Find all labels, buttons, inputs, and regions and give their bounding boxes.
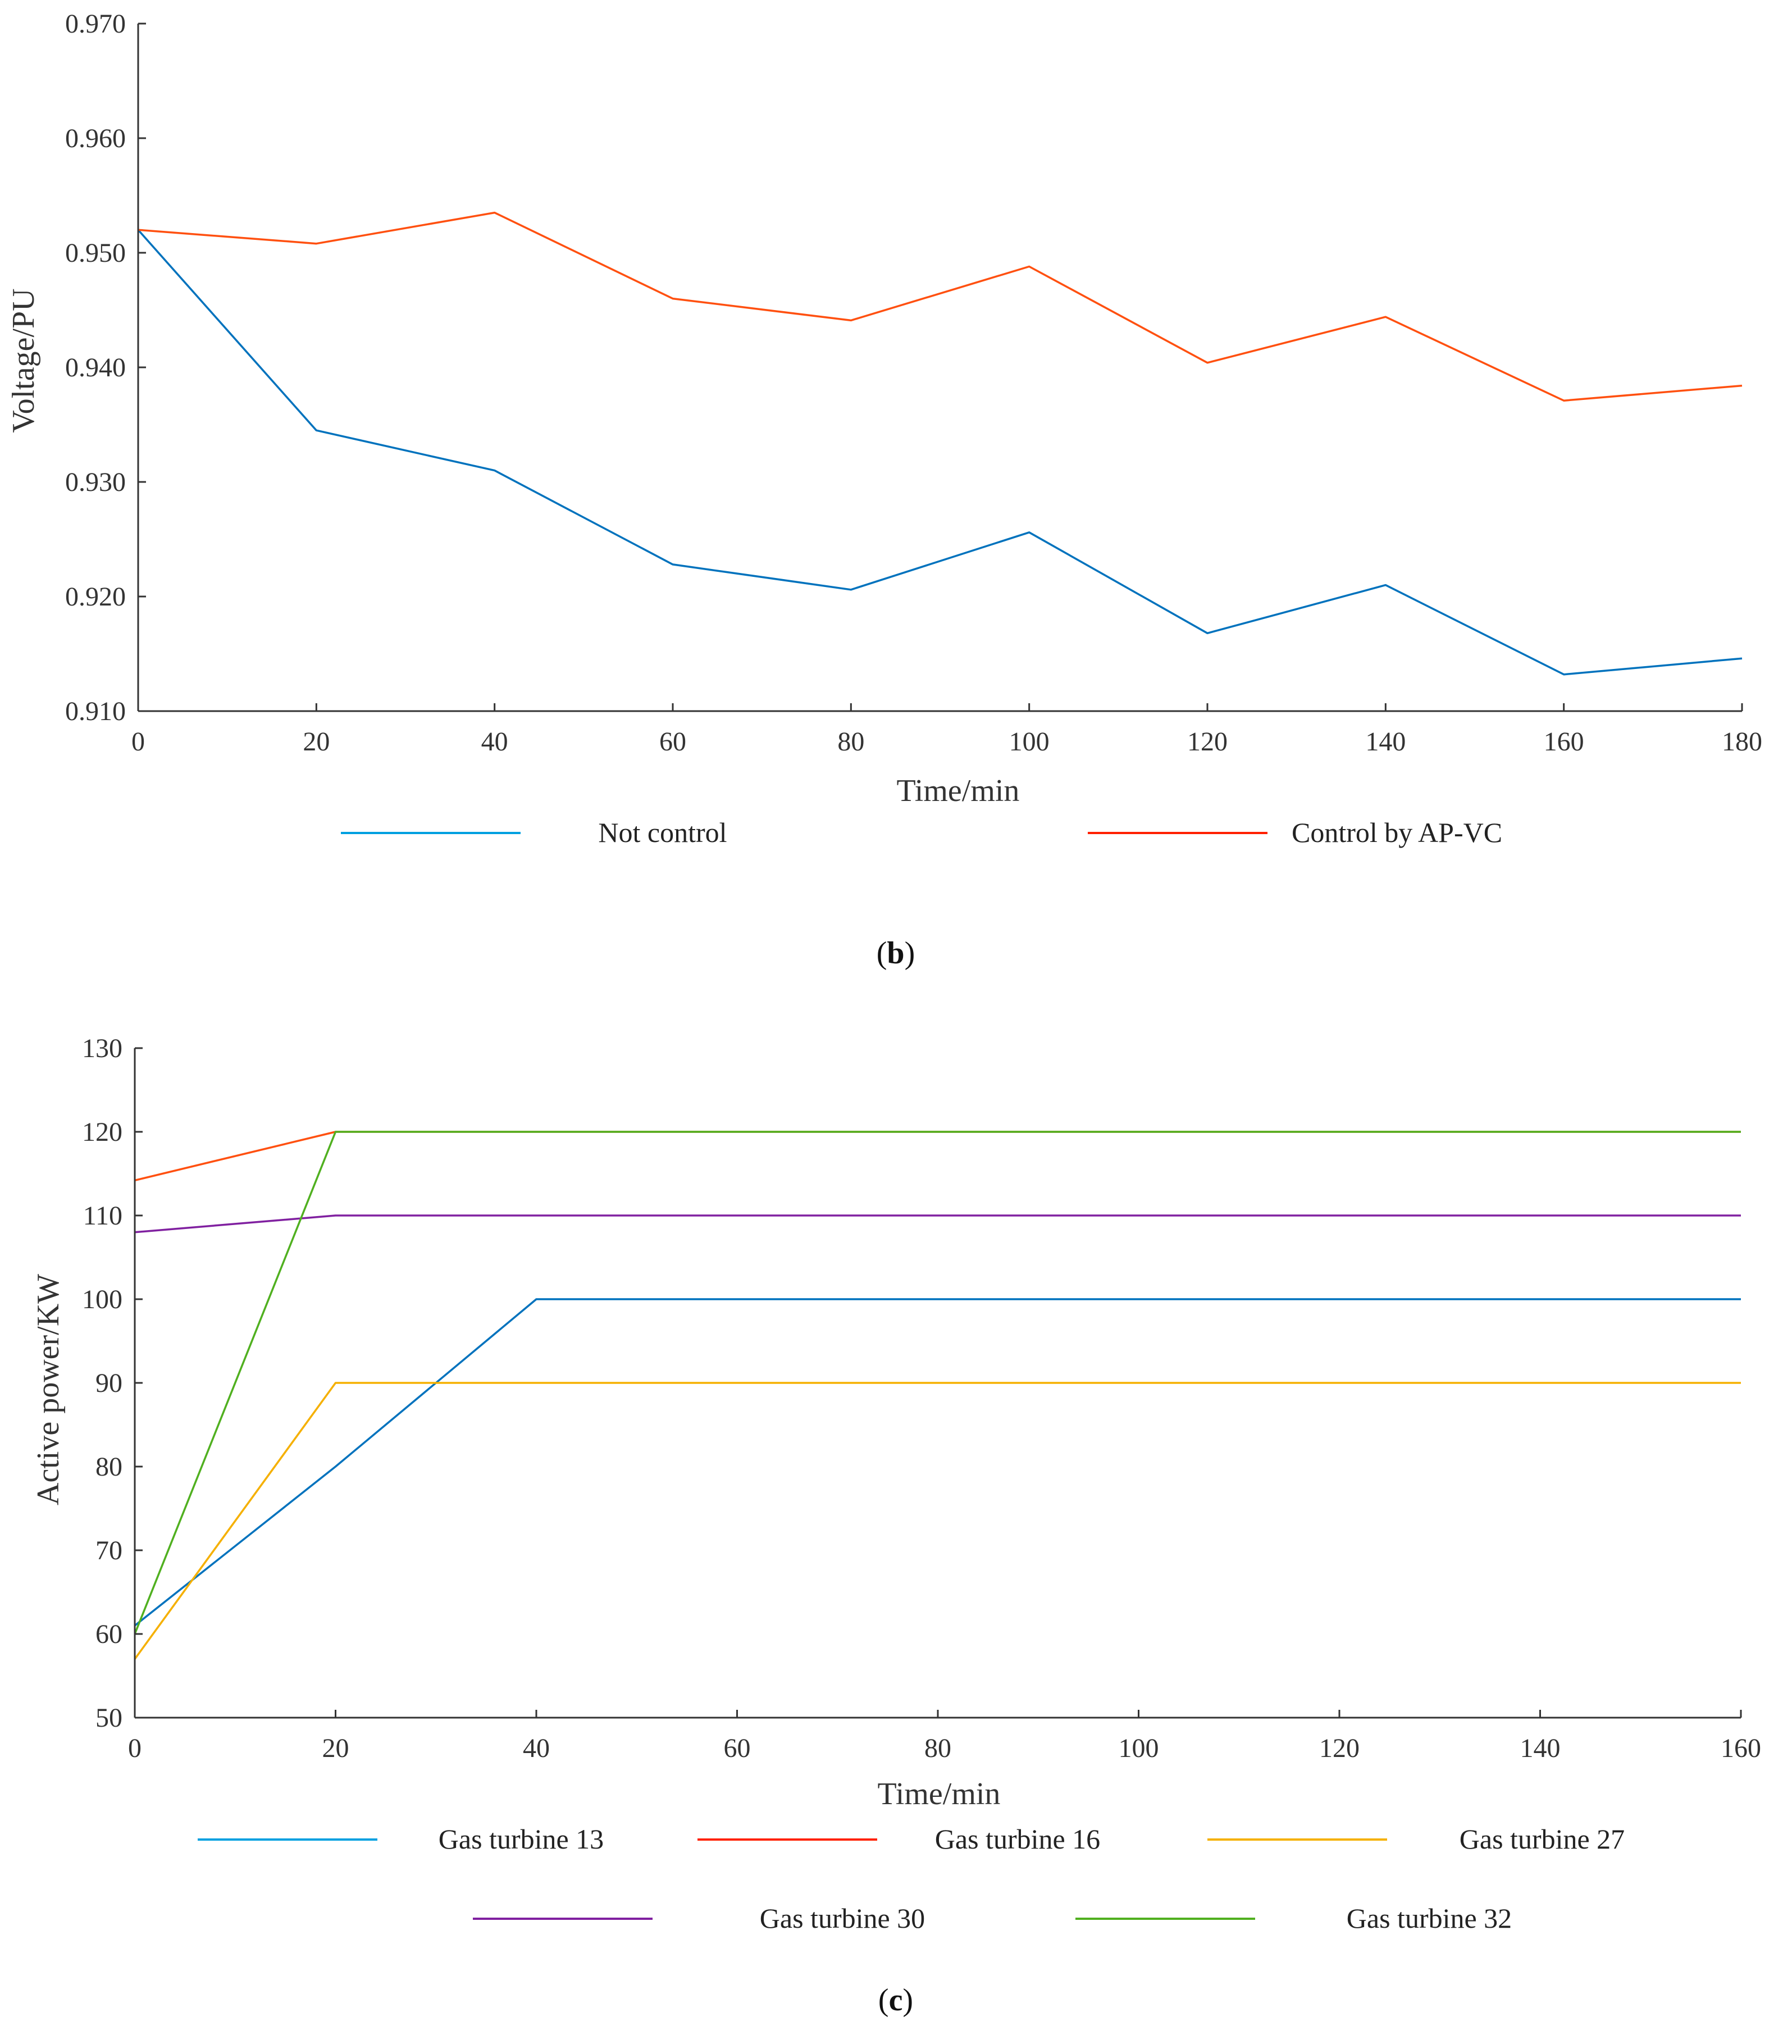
legend-label-gas-turbine-30: Gas turbine 30 [760,1902,925,1934]
power-y-tick-label: 110 [83,1201,122,1231]
series-line-gas-turbine-13 [134,1298,1741,1627]
voltage-x-tick-label: 120 [1187,727,1228,757]
power-x-tick-label: 140 [1520,1733,1561,1763]
power-y-tick-label: 50 [95,1703,122,1733]
voltage-y-tick-label: 0.960 [65,124,126,153]
power-x-tick-label: 120 [1319,1733,1360,1763]
voltage-x-tick-label: 180 [1722,727,1762,757]
power-x-tick-label: 0 [128,1733,142,1763]
legend-label-gas-turbine-27: Gas turbine 27 [1460,1823,1625,1855]
voltage-y-tick-label: 0.910 [65,696,126,726]
voltage-y-tick-label: 0.930 [65,467,126,497]
voltage-x-tick-label: 20 [303,727,330,757]
voltage-x-tick-label: 0 [131,727,145,757]
voltage-x-tick-label: 40 [481,727,508,757]
panel-label-b: (b) [877,936,915,971]
voltage-y-tick-label: 0.970 [65,9,126,39]
chart-voltage: 0.910 0.920 0.930 0.940 0.950 0.960 0.970 0 20 40… [6,9,1762,971]
panel-label-c: (c) [878,1983,913,2018]
power-x-tick-label: 80 [924,1733,951,1763]
power-y-tick-label: 120 [82,1117,122,1147]
power-y-tick-label: 130 [82,1034,122,1063]
voltage-y-tick-label: 0.920 [65,582,126,612]
legend-label-not-control: Not control [598,817,727,848]
voltage-y-tick-label: 0.950 [65,238,126,268]
voltage-x-tick-label: 140 [1365,727,1406,757]
power-series-layer [134,1131,1741,1660]
series-line-gas-turbine-30 [134,1214,1741,1233]
voltage-y-tick-label: 0.940 [65,353,126,383]
voltage-y-axis-title: Voltage/PU [6,288,41,433]
voltage-x-tick-label: 60 [659,727,686,757]
voltage-x-tick-label: 100 [1009,727,1050,757]
power-y-tick-label: 60 [95,1619,122,1649]
power-y-tick-label: 90 [95,1368,122,1398]
series-line-control-by-ap-vc [138,211,1743,402]
series-line-gas-turbine-27 [134,1382,1741,1660]
power-tick-labels: 50 60 70 80 90 100 110 120 130 0 20 40 60 80 100 120 140… [82,1034,1761,1763]
power-y-tick-label: 80 [95,1452,122,1482]
power-x-tick-label: 160 [1721,1733,1761,1763]
legend-label-gas-turbine-13: Gas turbine 13 [439,1823,604,1855]
voltage-series-layer [137,211,1743,676]
voltage-x-axis-title: Time/min [897,773,1020,808]
power-x-tick-label: 60 [724,1733,751,1763]
series-line-gas-turbine-16 [134,1131,1741,1182]
power-x-tick-label: 40 [523,1733,550,1763]
voltage-axes [137,22,1743,712]
power-x-axis-title: Time/min [878,1777,1001,1811]
voltage-tick-labels: 0.910 0.920 0.930 0.940 0.950 0.960 0.970 0 20 40… [65,9,1762,757]
legend-label-control-by-ap-vc: Control by AP-VC [1292,817,1502,848]
legend-label-gas-turbine-32: Gas turbine 32 [1347,1902,1512,1934]
legend-label-gas-turbine-16: Gas turbine 16 [935,1823,1100,1855]
power-y-tick-label: 70 [95,1536,122,1565]
voltage-legend: Not control Control by AP-VC [341,817,1502,848]
voltage-x-tick-label: 160 [1544,727,1584,757]
voltage-x-tick-label: 80 [837,727,864,757]
power-x-tick-label: 100 [1119,1733,1159,1763]
power-y-axis-title: Active power/KW [31,1274,66,1505]
chart-active-power: 50 60 70 80 90 100 110 120 130 0 20 40 60 80 100 120 140… [31,1034,1761,2018]
series-line-not-control [137,229,1743,676]
power-x-tick-label: 20 [322,1733,349,1763]
series-line-gas-turbine-32 [134,1131,1741,1635]
power-axes [134,1047,1742,1719]
power-y-tick-label: 100 [82,1285,122,1314]
power-legend: Gas turbine 13 Gas turbine 16 Gas turbin… [198,1823,1625,1934]
